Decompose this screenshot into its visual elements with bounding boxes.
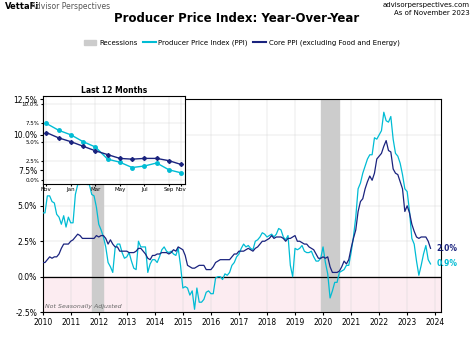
Text: 2.0%: 2.0% — [437, 244, 457, 253]
Bar — [321, 99, 339, 312]
Bar — [92, 99, 103, 312]
Legend: Recessions, Producer Price Index (PPI), Core PPI (excluding Food and Energy): Recessions, Producer Price Index (PPI), … — [81, 37, 402, 49]
Text: VettaFi: VettaFi — [5, 2, 39, 11]
Text: 0.9%: 0.9% — [437, 259, 457, 269]
Text: advisorperspectives.com
As of November 2023: advisorperspectives.com As of November 2… — [382, 2, 469, 16]
Text: Producer Price Index: Year-Over-Year: Producer Price Index: Year-Over-Year — [114, 12, 360, 25]
Bar — [43, 277, 441, 312]
Text: Advisor Perspectives: Advisor Perspectives — [26, 2, 110, 11]
Title: Last 12 Months: Last 12 Months — [81, 86, 147, 95]
Text: Not Seasonally Adjusted: Not Seasonally Adjusted — [46, 304, 122, 309]
